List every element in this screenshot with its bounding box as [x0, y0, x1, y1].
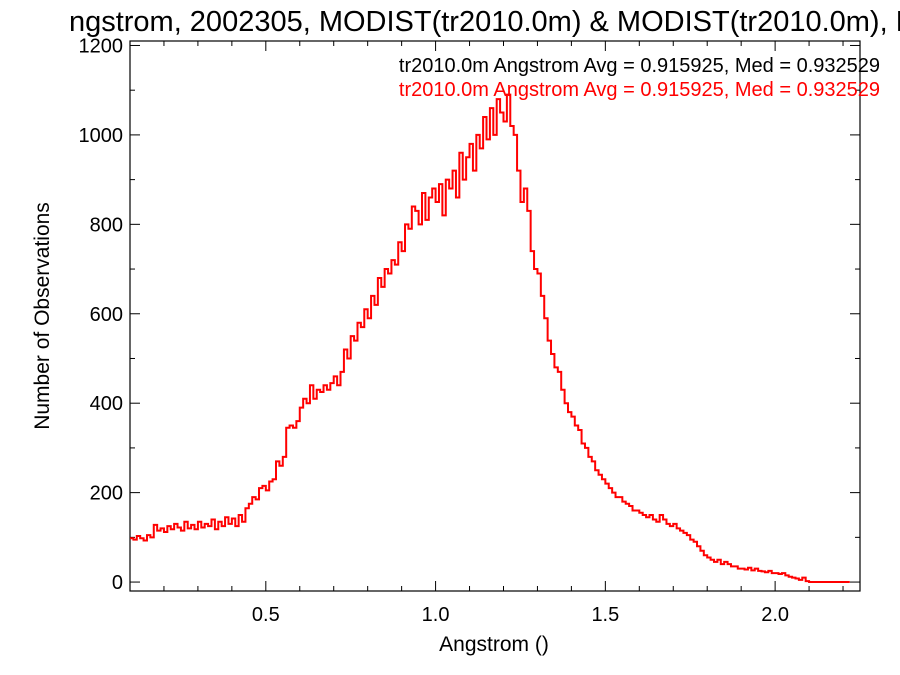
plot-frame [129, 40, 861, 592]
histogram-series [130, 93, 850, 584]
y-tick-label: 200 [90, 483, 123, 505]
y-tick-label: 1000 [79, 125, 124, 147]
x-tick-label: 2.0 [761, 604, 789, 626]
x-axis: 0.5 1.0 1.5 2.0 [129, 41, 844, 626]
y-tick-label: 800 [90, 214, 123, 236]
y-axis: 0 200 400 600 800 1000 1200 [79, 35, 860, 594]
x-axis-label: Angstrom () [439, 633, 549, 656]
legend-entry-black: tr2010.0m Angstrom Avg = 0.915925, Med =… [399, 55, 880, 77]
x-tick-label: 1.0 [422, 604, 450, 626]
chart-title: ngstrom, 2002305, MODIST(tr2010.0m) & MO… [69, 6, 900, 38]
x-tick-label: 0.5 [252, 604, 280, 626]
legend-entry-red: tr2010.0m Angstrom Avg = 0.915925, Med =… [399, 79, 880, 101]
histogram-step-line [130, 93, 850, 584]
x-tick-label: 1.5 [591, 604, 619, 626]
y-tick-label: 1200 [79, 35, 124, 57]
y-tick-label: 0 [112, 572, 123, 594]
y-tick-label: 600 [90, 304, 123, 326]
y-tick-label: 400 [90, 393, 123, 415]
y-axis-label: Number of Observations [31, 202, 54, 430]
